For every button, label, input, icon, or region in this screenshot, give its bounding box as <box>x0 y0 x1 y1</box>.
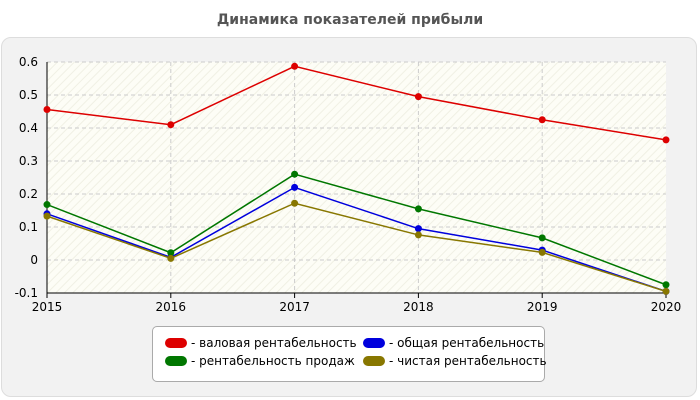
data-point <box>414 231 422 239</box>
x-tick-label: 2015 <box>32 300 63 314</box>
data-point <box>291 199 299 207</box>
plot-area-hatch <box>47 62 666 293</box>
y-tick-label: 0 <box>30 253 38 267</box>
data-point <box>167 249 175 257</box>
data-point <box>662 136 670 144</box>
y-tick-label: 0.4 <box>19 121 38 135</box>
legend-item-sales-margin: - рентабельность продаж <box>165 354 355 368</box>
y-tick-label: -0.1 <box>15 286 38 300</box>
series-line-1 <box>46 186 667 293</box>
data-point <box>43 106 51 114</box>
series-line-3 <box>46 202 667 293</box>
legend-label-net-margin: - чистая рентабельность <box>389 354 547 368</box>
x-tick-label: 2016 <box>156 300 187 314</box>
data-point <box>538 234 546 242</box>
legend-item-total-margin: - общая рентабельность <box>363 336 544 350</box>
data-point <box>662 281 670 289</box>
series-line-0 <box>46 65 667 141</box>
data-point <box>167 254 175 262</box>
legend-item-net-margin: - чистая рентабельность <box>363 354 547 368</box>
legend-swatch-total-margin <box>363 338 385 348</box>
data-point <box>167 121 175 129</box>
data-point <box>43 212 51 220</box>
series-line-2 <box>46 173 667 286</box>
legend-label-sales-margin: - рентабельность продаж <box>191 354 355 368</box>
y-tick-label: 0.5 <box>19 88 38 102</box>
y-tick-label: 0.2 <box>19 187 38 201</box>
x-tick-label: 2019 <box>527 300 558 314</box>
data-point <box>43 201 51 209</box>
data-point <box>414 205 422 213</box>
x-tick-label: 2020 <box>651 300 682 314</box>
y-tick-label: 0.6 <box>19 55 38 69</box>
data-point <box>291 183 299 191</box>
data-point <box>538 248 546 256</box>
data-point <box>662 287 670 295</box>
legend: - валовая рентабельность - общая рентабе… <box>152 326 547 382</box>
data-point <box>291 170 299 178</box>
y-tick-label: 0.1 <box>19 220 38 234</box>
legend-item-gross-margin: - валовая рентабельность <box>165 336 357 350</box>
legend-label-gross-margin: - валовая рентабельность <box>191 336 357 350</box>
legend-label-total-margin: - общая рентабельность <box>389 336 545 350</box>
legend-swatch-gross-margin <box>165 338 187 348</box>
legend-swatch-sales-margin <box>165 356 187 366</box>
data-point <box>538 116 546 124</box>
data-point <box>414 93 422 101</box>
x-tick-label: 2017 <box>279 300 310 314</box>
x-tick-label: 2018 <box>403 300 434 314</box>
data-point <box>414 225 422 233</box>
chart-title: Динамика показателей прибыли <box>216 12 484 28</box>
y-tick-label: 0.3 <box>19 154 38 168</box>
data-point <box>291 62 299 70</box>
legend-swatch-net-margin <box>363 356 385 366</box>
